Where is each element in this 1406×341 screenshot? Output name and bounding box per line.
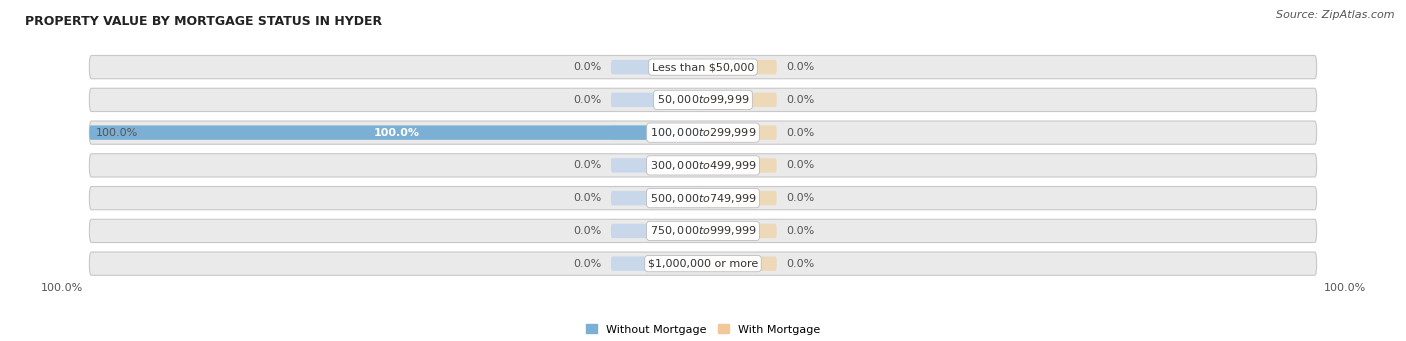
Text: 0.0%: 0.0%: [786, 193, 814, 203]
Text: $750,000 to $999,999: $750,000 to $999,999: [650, 224, 756, 237]
FancyBboxPatch shape: [612, 224, 703, 238]
FancyBboxPatch shape: [612, 125, 703, 140]
Text: 100.0%: 100.0%: [96, 128, 138, 138]
FancyBboxPatch shape: [90, 121, 1316, 144]
FancyBboxPatch shape: [612, 158, 703, 173]
Text: 100.0%: 100.0%: [41, 283, 83, 293]
FancyBboxPatch shape: [703, 224, 776, 238]
Text: 0.0%: 0.0%: [786, 258, 814, 269]
FancyBboxPatch shape: [703, 191, 776, 205]
Text: $50,000 to $99,999: $50,000 to $99,999: [657, 93, 749, 106]
Text: 0.0%: 0.0%: [574, 62, 602, 72]
FancyBboxPatch shape: [90, 154, 1316, 177]
FancyBboxPatch shape: [703, 256, 776, 271]
FancyBboxPatch shape: [90, 252, 1316, 275]
Legend: Without Mortgage, With Mortgage: Without Mortgage, With Mortgage: [582, 320, 824, 339]
Text: $500,000 to $749,999: $500,000 to $749,999: [650, 192, 756, 205]
Text: 0.0%: 0.0%: [786, 95, 814, 105]
Text: 0.0%: 0.0%: [574, 193, 602, 203]
FancyBboxPatch shape: [703, 60, 776, 74]
Text: $100,000 to $299,999: $100,000 to $299,999: [650, 126, 756, 139]
Text: PROPERTY VALUE BY MORTGAGE STATUS IN HYDER: PROPERTY VALUE BY MORTGAGE STATUS IN HYD…: [25, 15, 382, 28]
FancyBboxPatch shape: [90, 187, 1316, 210]
FancyBboxPatch shape: [90, 88, 1316, 112]
FancyBboxPatch shape: [703, 93, 776, 107]
Text: 0.0%: 0.0%: [786, 62, 814, 72]
FancyBboxPatch shape: [90, 56, 1316, 79]
FancyBboxPatch shape: [703, 125, 776, 140]
Text: 0.0%: 0.0%: [574, 95, 602, 105]
Text: 100.0%: 100.0%: [1323, 283, 1365, 293]
FancyBboxPatch shape: [612, 191, 703, 205]
FancyBboxPatch shape: [703, 158, 776, 173]
Text: 0.0%: 0.0%: [786, 160, 814, 170]
Text: 0.0%: 0.0%: [786, 226, 814, 236]
Text: Less than $50,000: Less than $50,000: [652, 62, 754, 72]
Text: 100.0%: 100.0%: [373, 128, 419, 138]
FancyBboxPatch shape: [612, 93, 703, 107]
FancyBboxPatch shape: [90, 219, 1316, 242]
FancyBboxPatch shape: [612, 60, 703, 74]
Text: 0.0%: 0.0%: [574, 160, 602, 170]
Text: $1,000,000 or more: $1,000,000 or more: [648, 258, 758, 269]
Text: 0.0%: 0.0%: [574, 258, 602, 269]
Text: $300,000 to $499,999: $300,000 to $499,999: [650, 159, 756, 172]
Text: 0.0%: 0.0%: [786, 128, 814, 138]
Text: 0.0%: 0.0%: [574, 226, 602, 236]
FancyBboxPatch shape: [612, 256, 703, 271]
Text: Source: ZipAtlas.com: Source: ZipAtlas.com: [1277, 10, 1395, 20]
FancyBboxPatch shape: [90, 125, 703, 140]
